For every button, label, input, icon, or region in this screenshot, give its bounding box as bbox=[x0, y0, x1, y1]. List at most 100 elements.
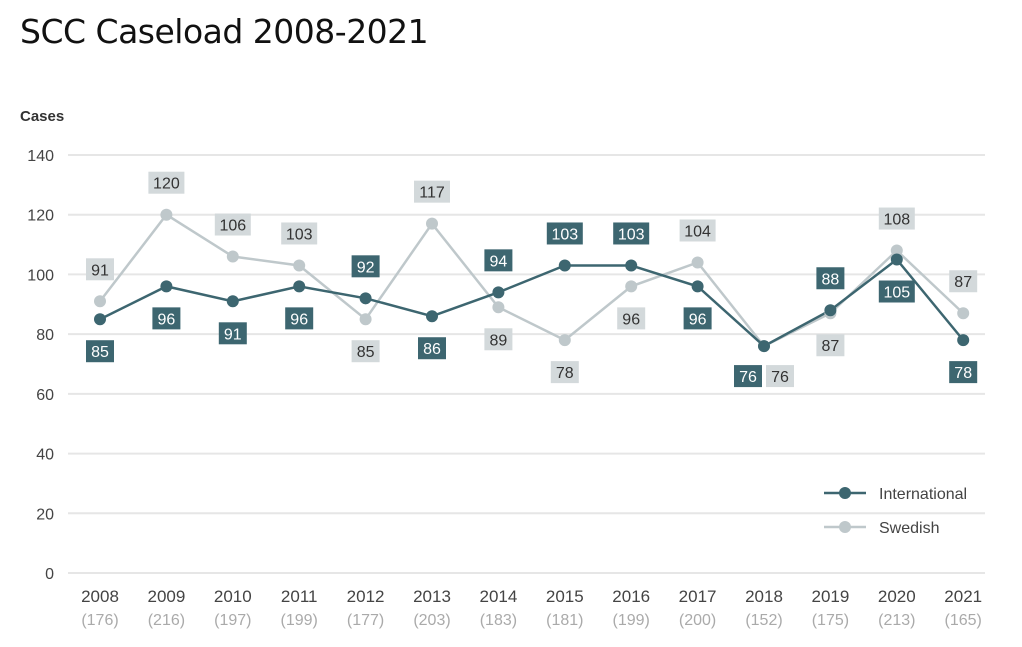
legend-marker bbox=[839, 487, 851, 499]
x-total-label: (165) bbox=[945, 612, 982, 629]
data-label: 76 bbox=[739, 369, 757, 386]
data-label: 76 bbox=[771, 369, 789, 386]
x-total-label: (216) bbox=[148, 612, 185, 629]
x-total-label: (181) bbox=[546, 612, 583, 629]
data-label-box bbox=[414, 180, 450, 203]
data-label-box bbox=[484, 328, 513, 351]
data-label-box bbox=[617, 307, 646, 330]
x-total-label: (177) bbox=[347, 612, 384, 629]
data-label-box bbox=[878, 280, 915, 303]
data-label: 96 bbox=[158, 311, 176, 328]
data-point bbox=[957, 334, 970, 347]
data-label-box bbox=[949, 361, 978, 384]
x-total-label: (199) bbox=[613, 612, 650, 629]
x-tick-label: 2011 bbox=[281, 587, 318, 606]
data-point bbox=[359, 313, 372, 326]
data-label-box bbox=[152, 307, 181, 330]
data-point bbox=[492, 286, 505, 299]
data-label: 105 bbox=[883, 285, 910, 302]
x-total-label: (199) bbox=[281, 612, 318, 629]
y-tick-label: 140 bbox=[27, 148, 54, 165]
data-label-box bbox=[816, 334, 845, 357]
data-label-box bbox=[351, 340, 380, 363]
data-label-box bbox=[550, 361, 579, 384]
data-label: 88 bbox=[822, 271, 840, 288]
data-label-box bbox=[734, 365, 762, 388]
data-label-box bbox=[86, 258, 114, 281]
data-point bbox=[890, 253, 903, 266]
legend-label: International bbox=[879, 486, 967, 503]
data-point bbox=[890, 244, 903, 257]
x-total-label: (176) bbox=[81, 612, 118, 629]
chart-title: SCC Caseload 2008-2021 bbox=[20, 12, 429, 51]
data-label: 87 bbox=[954, 274, 972, 291]
x-tick-label: 2014 bbox=[479, 587, 517, 606]
x-tick-label: 2009 bbox=[147, 587, 185, 606]
data-point bbox=[691, 280, 704, 293]
y-tick-label: 120 bbox=[27, 208, 54, 225]
data-label: 103 bbox=[286, 226, 313, 243]
x-tick-label: 2015 bbox=[546, 587, 584, 606]
data-label: 96 bbox=[689, 311, 707, 328]
x-tick-label: 2013 bbox=[413, 587, 451, 606]
data-point bbox=[691, 256, 704, 269]
data-label: 87 bbox=[822, 338, 840, 355]
data-label-box bbox=[218, 322, 247, 345]
y-tick-label: 80 bbox=[36, 327, 54, 344]
data-label-box bbox=[484, 249, 513, 272]
data-point bbox=[293, 259, 306, 272]
data-label: 78 bbox=[556, 365, 574, 382]
data-label: 78 bbox=[954, 365, 972, 382]
data-point bbox=[625, 259, 638, 272]
data-label: 91 bbox=[224, 326, 242, 343]
data-label: 106 bbox=[219, 218, 246, 235]
legend-marker bbox=[839, 521, 851, 533]
x-tick-label: 2016 bbox=[612, 587, 650, 606]
data-label: 117 bbox=[419, 185, 445, 202]
x-tick-label: 2019 bbox=[811, 587, 849, 606]
y-tick-label: 0 bbox=[45, 566, 54, 583]
x-total-label: (197) bbox=[214, 612, 251, 629]
x-total-label: (203) bbox=[413, 612, 450, 629]
data-label-box bbox=[281, 222, 318, 245]
data-label-box bbox=[816, 267, 845, 290]
x-tick-label: 2012 bbox=[347, 587, 385, 606]
x-tick-label: 2008 bbox=[81, 587, 119, 606]
x-tick-label: 2010 bbox=[214, 587, 252, 606]
y-tick-label: 40 bbox=[36, 447, 54, 464]
data-label: 103 bbox=[618, 226, 645, 243]
y-tick-label: 100 bbox=[27, 267, 54, 284]
data-label: 108 bbox=[883, 212, 910, 229]
y-tick-label: 60 bbox=[36, 387, 54, 404]
data-point bbox=[226, 295, 239, 308]
data-point bbox=[94, 313, 106, 326]
data-point bbox=[426, 217, 438, 230]
series-line-international bbox=[99, 257, 965, 348]
data-label: 120 bbox=[153, 176, 180, 193]
data-label: 85 bbox=[357, 344, 375, 361]
data-label-box bbox=[679, 219, 716, 242]
x-total-label: (152) bbox=[745, 612, 782, 629]
data-point bbox=[824, 304, 837, 317]
data-label: 96 bbox=[290, 311, 308, 328]
data-label-box bbox=[285, 307, 314, 330]
data-label: 86 bbox=[423, 341, 441, 358]
data-label-box bbox=[613, 222, 650, 245]
data-point bbox=[293, 280, 306, 293]
data-label-box bbox=[418, 337, 446, 360]
x-total-label: (175) bbox=[812, 612, 849, 629]
data-point bbox=[957, 307, 970, 320]
data-label: 89 bbox=[490, 332, 508, 349]
data-label: 85 bbox=[91, 344, 109, 361]
x-tick-label: 2018 bbox=[745, 587, 783, 606]
x-tick-label: 2017 bbox=[679, 587, 717, 606]
data-point bbox=[492, 301, 505, 314]
data-point bbox=[558, 334, 571, 347]
data-point bbox=[558, 259, 571, 272]
data-label: 94 bbox=[490, 253, 508, 270]
data-point bbox=[625, 280, 638, 293]
data-label-box bbox=[949, 270, 978, 293]
y-tick-label: 20 bbox=[36, 506, 54, 523]
data-point bbox=[426, 310, 438, 323]
data-point bbox=[160, 280, 173, 293]
